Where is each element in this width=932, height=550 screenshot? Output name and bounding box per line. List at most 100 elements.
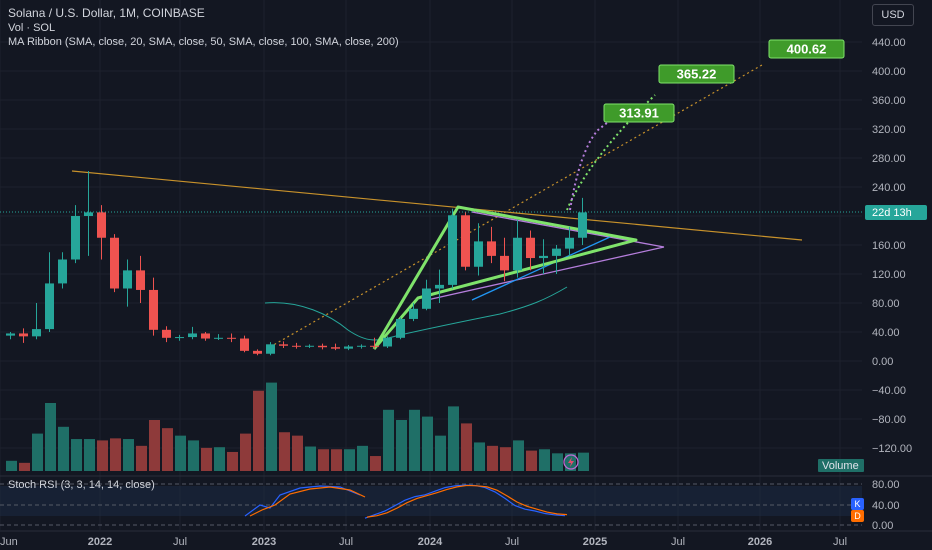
volume-bar <box>19 462 30 471</box>
price-tick-label: −40.00 <box>872 385 906 397</box>
volume-badge-bg <box>818 459 864 472</box>
stoch-rsi-legend[interactable]: Stoch RSI (3, 3, 14, 14, close) <box>8 479 155 491</box>
volume-bar <box>227 451 238 471</box>
triangle-pattern <box>372 205 638 350</box>
candle-body <box>32 329 41 337</box>
volume-bar <box>357 445 368 471</box>
candle-body <box>214 337 223 339</box>
candle-body <box>526 237 535 259</box>
volume-bar <box>97 440 108 471</box>
time-tick-label: 2022 <box>88 536 112 548</box>
time-tick-label: Jul <box>173 536 187 548</box>
rsi-band <box>0 486 862 516</box>
candle-body <box>84 212 93 216</box>
volume-bar <box>370 456 381 471</box>
candle-body <box>370 345 379 347</box>
candle-body <box>578 212 587 238</box>
candle-body <box>266 344 275 354</box>
price-tick-label: 80.00 <box>872 298 900 310</box>
candle-body <box>279 344 288 346</box>
volume-bar <box>175 435 186 471</box>
candle-body <box>396 318 405 338</box>
volume-bar <box>188 440 199 471</box>
candle-body <box>201 333 210 339</box>
stoch-d-line <box>366 484 568 518</box>
price-axis[interactable]: 440.00400.00360.00320.00280.00240.00200.… <box>865 37 927 455</box>
candle-body <box>71 216 80 260</box>
wedge-lower-line <box>426 246 665 301</box>
candle-body <box>253 350 262 354</box>
candle-body <box>45 283 54 330</box>
candle-body <box>305 345 314 347</box>
volume-bar <box>474 442 485 471</box>
time-tick-label: 2026 <box>748 536 772 548</box>
price-tick-label: −80.00 <box>872 414 906 426</box>
lightning-bolt <box>568 457 574 467</box>
time-tick-label: Jul <box>505 536 519 548</box>
volume-bar <box>435 435 446 471</box>
time-tick-label: Jul <box>339 536 353 548</box>
volume-bar <box>331 449 342 471</box>
candle-body <box>331 347 340 349</box>
target-labels[interactable]: 313.91 365.22 400.62 <box>603 39 845 123</box>
chart-title[interactable]: Solana / U.S. Dollar, 1M, COINBASE <box>8 6 205 20</box>
candle-body <box>110 237 119 289</box>
candle-body <box>344 346 353 349</box>
price-tick-label: 280.00 <box>872 153 906 165</box>
candle-body <box>97 212 106 238</box>
stoch-k-line-early <box>244 485 361 517</box>
volume-bar <box>253 390 264 471</box>
candle-body <box>461 215 470 267</box>
projection-dotted-orange <box>269 64 763 348</box>
price-tick-label: 320.00 <box>872 124 906 136</box>
candle-body <box>565 237 574 249</box>
volume-bar <box>500 447 511 471</box>
volume-legend[interactable]: Vol · SOL <box>8 22 56 34</box>
ma-ribbon-legend[interactable]: MA Ribbon (SMA, close, 20, SMA, close, 5… <box>8 36 399 48</box>
time-tick-label: Jul <box>671 536 685 548</box>
target-box <box>658 64 735 84</box>
d-tag: D <box>851 510 864 522</box>
candle-body <box>487 241 496 256</box>
volume-bar <box>383 409 394 471</box>
candle-body <box>136 270 145 290</box>
target-label: 400.62 <box>787 42 827 57</box>
target-label: 313.91 <box>619 106 659 121</box>
candle-body <box>19 333 28 337</box>
volume-bar <box>6 460 17 471</box>
candles <box>6 171 587 356</box>
candle-body <box>357 345 366 347</box>
price-tick-label: 0.00 <box>872 356 893 368</box>
candle-body <box>318 345 327 348</box>
countdown-box <box>865 205 927 220</box>
time-tick-label: Jul <box>833 536 847 548</box>
candle-body <box>409 308 418 319</box>
target-box <box>603 103 675 123</box>
candle-body <box>383 337 392 347</box>
volume-bar <box>58 426 69 471</box>
candle-body <box>58 259 67 284</box>
candle-body <box>435 284 444 289</box>
currency-selector[interactable]: USD <box>872 4 914 26</box>
projection-purple <box>569 117 614 211</box>
candle-body <box>292 345 301 347</box>
candle-body <box>227 337 236 339</box>
volume-bar <box>201 447 212 471</box>
candle-body <box>448 215 457 285</box>
volume-bar <box>149 420 160 471</box>
descending-trendline <box>71 170 803 241</box>
candle-body <box>513 237 522 271</box>
support-line-blue <box>471 236 611 301</box>
time-axis[interactable]: Jun 2022 Jul 2023 Jul 2024 Jul 2025 Jul 2026 Jul <box>0 530 932 548</box>
volume-bar <box>344 449 355 471</box>
price-tick-label: 440.00 <box>872 37 906 49</box>
volume-bar <box>487 445 498 471</box>
volume-bar <box>136 445 147 471</box>
volume-bar <box>526 450 537 471</box>
stoch-k-line <box>364 484 566 519</box>
target-label: 365.22 <box>677 67 717 82</box>
volume-bar <box>578 452 589 471</box>
chart-overlays <box>71 64 803 350</box>
candle-body <box>6 333 15 336</box>
